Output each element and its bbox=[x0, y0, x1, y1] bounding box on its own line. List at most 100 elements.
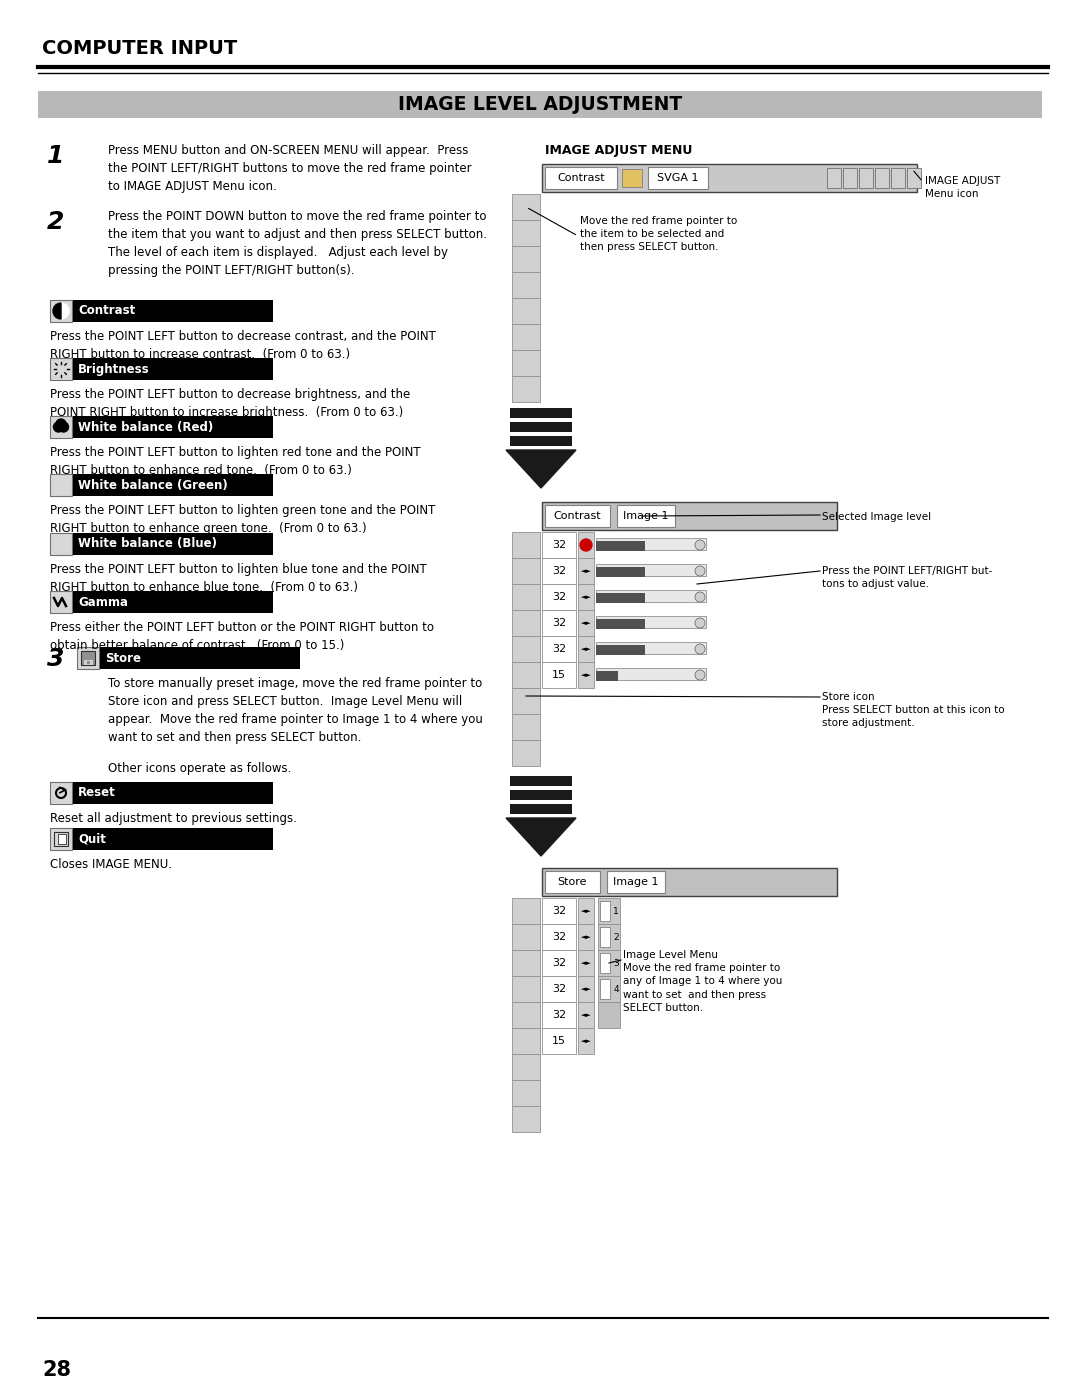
Bar bbox=[617, 504, 675, 527]
Text: Image 1: Image 1 bbox=[623, 511, 669, 521]
Text: 1: 1 bbox=[48, 144, 65, 168]
Text: Move the red frame pointer to
the item to be selected and
then press SELECT butt: Move the red frame pointer to the item t… bbox=[580, 217, 738, 253]
Text: ◄►: ◄► bbox=[581, 986, 592, 992]
Bar bbox=[827, 168, 841, 189]
Circle shape bbox=[580, 539, 592, 550]
Bar bbox=[596, 592, 645, 604]
Bar bbox=[542, 1028, 576, 1053]
Text: 32: 32 bbox=[552, 907, 566, 916]
Text: Contrast: Contrast bbox=[553, 511, 600, 521]
Circle shape bbox=[53, 536, 69, 552]
Bar bbox=[510, 422, 572, 432]
Bar bbox=[542, 584, 576, 610]
Bar bbox=[512, 246, 540, 272]
Text: Press the POINT DOWN button to move the red frame pointer to
the item that you w: Press the POINT DOWN button to move the … bbox=[108, 210, 487, 277]
Bar bbox=[50, 591, 72, 613]
Bar bbox=[545, 168, 617, 189]
Bar bbox=[73, 358, 273, 380]
Bar bbox=[622, 169, 642, 187]
Bar bbox=[600, 928, 610, 947]
Bar bbox=[512, 324, 540, 351]
Text: 32: 32 bbox=[552, 617, 566, 629]
Bar bbox=[512, 1106, 540, 1132]
Bar bbox=[512, 351, 540, 376]
Bar bbox=[578, 977, 594, 1002]
Bar bbox=[542, 977, 576, 1002]
Circle shape bbox=[696, 644, 705, 654]
Bar bbox=[512, 610, 540, 636]
Text: ◄►: ◄► bbox=[581, 960, 592, 965]
Bar bbox=[596, 668, 706, 680]
Text: Quit: Quit bbox=[78, 833, 106, 845]
Bar bbox=[598, 1002, 620, 1028]
Text: Store: Store bbox=[105, 651, 141, 665]
Text: White balance (Blue): White balance (Blue) bbox=[78, 538, 217, 550]
Bar bbox=[578, 1028, 594, 1053]
Wedge shape bbox=[53, 303, 60, 319]
Bar bbox=[512, 714, 540, 740]
Circle shape bbox=[696, 617, 705, 629]
Bar bbox=[87, 661, 90, 664]
Bar bbox=[73, 591, 273, 613]
Bar bbox=[578, 532, 594, 557]
Text: 32: 32 bbox=[552, 1010, 566, 1020]
Bar bbox=[50, 416, 72, 439]
Bar bbox=[596, 567, 645, 577]
Text: Image 1: Image 1 bbox=[613, 877, 659, 887]
Text: ◄►: ◄► bbox=[581, 594, 592, 599]
Bar bbox=[512, 1080, 540, 1106]
Text: Press either the POINT LEFT button or the POINT RIGHT button to
obtain better ba: Press either the POINT LEFT button or th… bbox=[50, 622, 434, 652]
Text: SVGA 1: SVGA 1 bbox=[658, 173, 699, 183]
Text: ◄►: ◄► bbox=[581, 645, 592, 652]
Polygon shape bbox=[507, 819, 576, 856]
Text: Reset: Reset bbox=[78, 787, 116, 799]
Bar bbox=[100, 647, 300, 669]
Bar bbox=[512, 923, 540, 950]
Text: Contrast: Contrast bbox=[78, 305, 135, 317]
Bar bbox=[542, 557, 576, 584]
Bar bbox=[512, 1002, 540, 1028]
Bar bbox=[510, 789, 572, 800]
Bar bbox=[512, 977, 540, 1002]
Text: ◄►: ◄► bbox=[581, 1038, 592, 1044]
Circle shape bbox=[696, 592, 705, 602]
Text: Press the POINT LEFT button to lighten blue tone and the POINT
RIGHT button to e: Press the POINT LEFT button to lighten b… bbox=[50, 563, 427, 594]
Text: ◄►: ◄► bbox=[581, 935, 592, 940]
Text: White balance (Red): White balance (Red) bbox=[78, 420, 213, 433]
Bar bbox=[598, 898, 620, 923]
Bar bbox=[578, 950, 594, 977]
Bar bbox=[596, 645, 645, 655]
Text: Selected Image level: Selected Image level bbox=[822, 511, 931, 522]
Bar bbox=[81, 651, 95, 665]
Bar bbox=[596, 643, 706, 654]
Text: Contrast: Contrast bbox=[557, 173, 605, 183]
Text: 32: 32 bbox=[552, 644, 566, 654]
Bar bbox=[875, 168, 889, 189]
Bar bbox=[596, 619, 645, 629]
Bar bbox=[73, 474, 273, 496]
Bar bbox=[542, 898, 576, 923]
Text: 28: 28 bbox=[42, 1361, 71, 1380]
Bar bbox=[596, 538, 706, 550]
Bar bbox=[512, 662, 540, 687]
Text: 3: 3 bbox=[48, 647, 65, 671]
Bar bbox=[907, 168, 921, 189]
Bar bbox=[512, 898, 540, 923]
Text: Press the POINT LEFT button to decrease contrast, and the POINT
RIGHT button to : Press the POINT LEFT button to decrease … bbox=[50, 330, 436, 360]
Bar bbox=[545, 870, 600, 893]
Bar bbox=[512, 1028, 540, 1053]
Text: ◄►: ◄► bbox=[581, 908, 592, 914]
Bar bbox=[600, 901, 610, 921]
Text: Store icon
Press SELECT button at this icon to
store adjustment.: Store icon Press SELECT button at this i… bbox=[822, 692, 1004, 728]
Bar bbox=[512, 740, 540, 766]
Bar bbox=[38, 91, 1042, 117]
Text: COMPUTER INPUT: COMPUTER INPUT bbox=[42, 39, 238, 57]
Bar bbox=[596, 671, 618, 680]
Bar bbox=[578, 923, 594, 950]
Bar bbox=[512, 532, 540, 557]
Bar bbox=[578, 1002, 594, 1028]
Bar bbox=[598, 923, 620, 950]
Text: ◄►: ◄► bbox=[581, 672, 592, 678]
Bar bbox=[73, 300, 273, 321]
Bar bbox=[510, 436, 572, 446]
